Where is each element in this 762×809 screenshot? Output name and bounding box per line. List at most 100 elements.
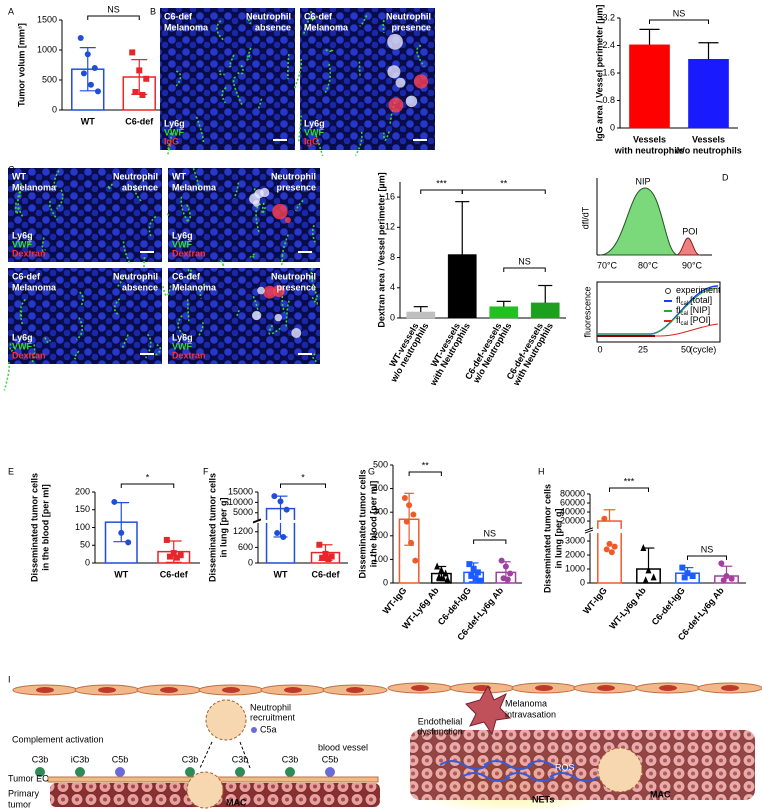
x-tick-label: 25 bbox=[638, 344, 648, 354]
vessel-stain bbox=[249, 253, 257, 259]
legend-tag: [NIP] bbox=[690, 305, 710, 315]
neutrophil bbox=[205, 699, 247, 741]
vessel-stain bbox=[310, 267, 319, 298]
stain-label: Ly6g bbox=[304, 118, 325, 128]
micrograph-title: C6-def bbox=[164, 11, 193, 21]
data-point bbox=[94, 88, 101, 95]
legend-sub: cal bbox=[681, 311, 689, 317]
neutrophil-stain bbox=[272, 203, 288, 220]
bar bbox=[629, 44, 670, 129]
neutrophil-stain bbox=[395, 77, 406, 88]
neutrophil-stain bbox=[274, 313, 283, 322]
legend-sub: cal bbox=[681, 321, 689, 327]
data-point bbox=[173, 554, 180, 561]
ec-nucleus bbox=[346, 687, 364, 693]
ec-nucleus bbox=[659, 685, 677, 691]
y-tick-label: 2000 bbox=[565, 549, 585, 559]
micrograph-status: Neutrophil bbox=[271, 271, 316, 281]
diagram-label: C5b bbox=[112, 754, 129, 764]
diagram-label: C3b bbox=[282, 754, 299, 764]
panel-letter: D bbox=[722, 172, 729, 182]
diagram-label: dysfunction bbox=[417, 726, 463, 736]
mac-cell bbox=[597, 747, 643, 793]
data-point bbox=[438, 566, 445, 574]
y-tick-label: 12 bbox=[385, 222, 395, 232]
stain-label: IgG bbox=[164, 136, 179, 146]
y-axis-label: in lung [per g] bbox=[218, 498, 228, 558]
data-point bbox=[111, 498, 118, 505]
vessel-stain bbox=[281, 287, 286, 313]
y-tick-label: 300 bbox=[373, 507, 388, 517]
x-tick-label: C6-def bbox=[311, 569, 340, 579]
legend-label: flcal [total] bbox=[676, 295, 712, 306]
y-tick-label: 15000 bbox=[228, 486, 253, 496]
vessel-stain bbox=[44, 337, 52, 343]
diagram-label: Complement activation bbox=[12, 734, 104, 744]
data-point bbox=[277, 498, 284, 505]
data-point bbox=[640, 544, 647, 552]
y-tick-label: 1.6 bbox=[602, 67, 615, 77]
diagram-label: NETs bbox=[532, 794, 554, 804]
diagram-label: C3b bbox=[232, 754, 249, 764]
data-point bbox=[84, 51, 91, 58]
vessel-stain bbox=[311, 224, 316, 243]
diagram-label: tumor bbox=[8, 799, 31, 809]
stain-label: Ly6g bbox=[12, 332, 33, 342]
data-point bbox=[408, 539, 415, 546]
x-tick-label: 90°C bbox=[682, 260, 703, 270]
legend-label: experiment bbox=[676, 285, 721, 295]
stain-label: VWF bbox=[172, 239, 192, 249]
vessel-stain bbox=[186, 204, 191, 222]
y-axis-label: fluorescence bbox=[582, 286, 592, 337]
arrow bbox=[199, 741, 213, 769]
y-axis-label: Dextran area / Vessel perimeter [µm] bbox=[376, 172, 386, 327]
diagram-label: Tumor EC bbox=[8, 773, 49, 783]
data-point bbox=[319, 554, 326, 561]
vessel-stain bbox=[358, 61, 361, 77]
data-point bbox=[642, 576, 649, 584]
vessel-stain bbox=[359, 15, 368, 27]
y-tick-label: 400 bbox=[373, 483, 388, 493]
data-point bbox=[611, 543, 618, 550]
stain-label: Dextran bbox=[172, 248, 206, 258]
y-tick-label: 200 bbox=[373, 530, 388, 540]
y-tick-label: 0 bbox=[610, 122, 615, 132]
vessel-stain bbox=[285, 300, 290, 329]
melt-peak-nip bbox=[599, 187, 679, 256]
micrograph-title: WT bbox=[12, 171, 26, 181]
vessel-stain bbox=[295, 199, 304, 212]
vessel-stain bbox=[302, 17, 312, 36]
significance-label: ** bbox=[422, 460, 430, 470]
amp-curve bbox=[597, 287, 719, 335]
neutrophil-stain bbox=[405, 95, 418, 108]
ec-nucleus bbox=[222, 687, 240, 693]
micrograph-title: C6-def bbox=[304, 11, 333, 21]
vessel-stain bbox=[280, 254, 284, 265]
data-point bbox=[502, 563, 509, 570]
break-mark bbox=[584, 527, 594, 532]
vessel-stain bbox=[228, 54, 235, 68]
x-tick-label: C6-def-IgG bbox=[650, 585, 687, 627]
c5a-dot bbox=[251, 727, 257, 733]
vessel-stain bbox=[166, 132, 172, 157]
stain-label: VWF bbox=[12, 239, 32, 249]
micrograph-status: presence bbox=[276, 282, 316, 292]
data-point bbox=[608, 549, 615, 556]
significance-label: NS bbox=[701, 544, 714, 554]
significance-bracket bbox=[473, 539, 507, 544]
vessel-stain bbox=[382, 19, 385, 33]
neutrophil-stain bbox=[252, 310, 262, 321]
stain-label: Ly6g bbox=[12, 230, 33, 240]
data-point bbox=[91, 65, 98, 71]
vessel-stain bbox=[107, 183, 113, 191]
data-point bbox=[80, 70, 87, 77]
vessel-stain bbox=[187, 269, 193, 279]
stain-label: VWF bbox=[12, 341, 32, 351]
vessel-stain bbox=[312, 353, 319, 364]
peak-label: NIP bbox=[635, 176, 650, 186]
data-point bbox=[444, 575, 451, 583]
micrograph-status: Neutrophil bbox=[113, 271, 158, 281]
data-point bbox=[507, 570, 514, 577]
stain-label: Dextran bbox=[12, 350, 46, 360]
